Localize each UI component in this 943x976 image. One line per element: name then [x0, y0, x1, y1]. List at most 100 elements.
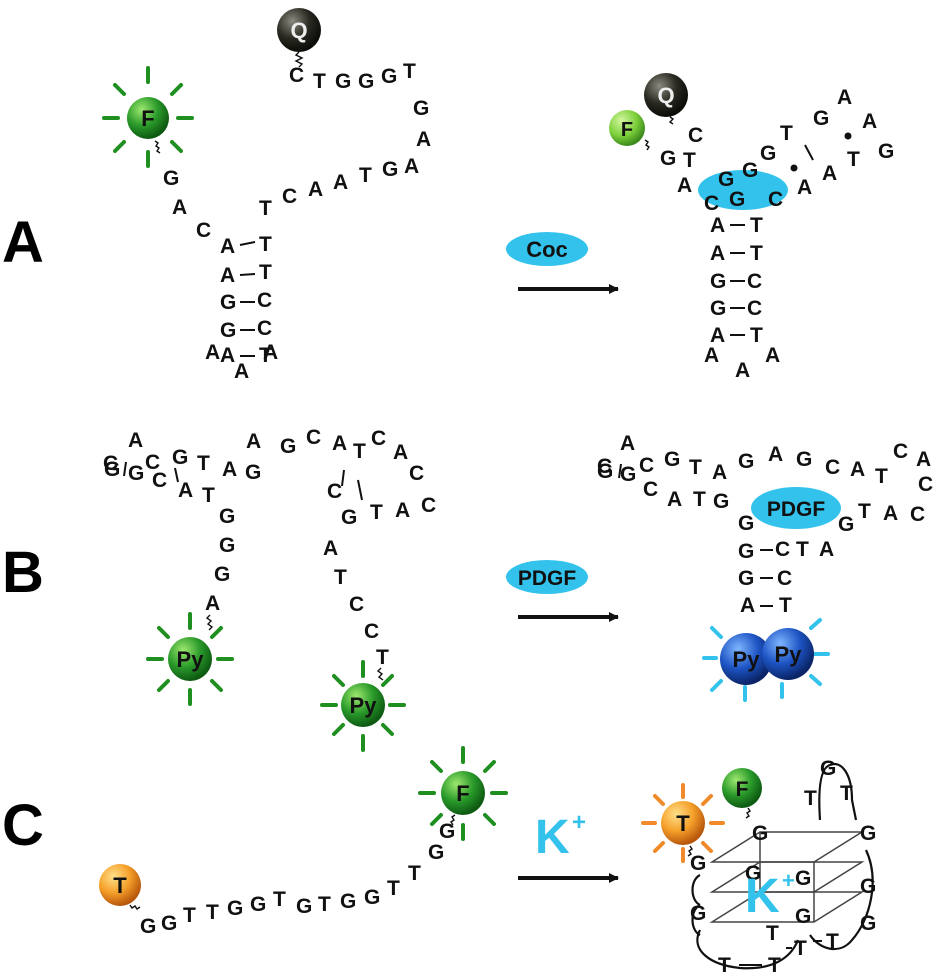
- svg-text:G: G: [690, 902, 706, 925]
- svg-text:T: T: [334, 566, 347, 589]
- svg-text:G: G: [838, 513, 854, 536]
- svg-text:C: C: [364, 620, 379, 643]
- cocaine-target: [506, 232, 588, 266]
- svg-text:G: G: [214, 563, 230, 586]
- svg-text:T: T: [403, 60, 416, 83]
- fluorophore-f-bead-bound: [609, 110, 645, 146]
- fluorophore-f-label: F: [141, 106, 154, 131]
- fluorophore-f-bead: [127, 97, 169, 139]
- pyrene-left-label: Py: [177, 647, 205, 672]
- svg-text:G: G: [220, 291, 236, 314]
- svg-text:T: T: [259, 233, 272, 256]
- pyrene-right-label: Py: [350, 693, 378, 718]
- potassium-charge: +: [572, 809, 586, 836]
- svg-text:G: G: [219, 534, 235, 557]
- svg-text:G: G: [439, 820, 455, 843]
- svg-text:T: T: [273, 888, 286, 911]
- panel-b: B C A C G T A G A G C A T C A C C A T G …: [2, 426, 933, 752]
- svg-text:G: G: [172, 446, 188, 469]
- svg-text:A: A: [333, 171, 348, 194]
- tamra-linker-bound: [687, 845, 693, 857]
- svg-text:G: G: [878, 140, 894, 163]
- svg-text:T: T: [693, 488, 706, 511]
- svg-text:G: G: [340, 890, 356, 913]
- svg-text:G: G: [738, 567, 754, 590]
- svg-text:A: A: [710, 242, 725, 265]
- svg-text:G: G: [710, 297, 726, 320]
- svg-text:T: T: [750, 324, 763, 347]
- svg-text:A: A: [819, 538, 834, 561]
- svg-text:G: G: [296, 895, 312, 918]
- c-left-sequence: G G T T G G T G T G G T T G G: [140, 820, 455, 938]
- fam-linker-bound: [745, 807, 751, 819]
- svg-text:C: C: [775, 538, 790, 561]
- svg-text:T: T: [840, 782, 853, 805]
- svg-text:G: G: [690, 852, 706, 875]
- svg-text:C: C: [777, 567, 792, 590]
- potassium-label: K: [535, 811, 570, 864]
- fluorophore-linker-bound: [644, 139, 650, 151]
- svg-text:T: T: [847, 148, 860, 171]
- svg-text:C: C: [306, 426, 321, 449]
- svg-text:T: T: [206, 901, 219, 924]
- svg-text:T: T: [780, 122, 793, 145]
- quencher-label-bound: Q: [657, 83, 674, 108]
- panel-b-label: B: [2, 540, 44, 605]
- pyrene-left-burst: [146, 612, 234, 706]
- svg-text:C: C: [421, 494, 436, 517]
- svg-text:C: C: [289, 64, 304, 87]
- svg-text:C: C: [152, 469, 167, 492]
- a-left-sequence: C T G G G T G A A G T A A C T C A G A A …: [163, 60, 431, 383]
- svg-text:A: A: [850, 458, 865, 481]
- svg-text:T: T: [826, 930, 839, 953]
- svg-text:A: A: [837, 86, 852, 109]
- svg-text:G: G: [597, 460, 613, 483]
- svg-text:G: G: [128, 462, 144, 485]
- svg-text:A: A: [710, 214, 725, 237]
- svg-text:A: A: [765, 344, 780, 367]
- pyrene-excimer-burst: [702, 618, 830, 702]
- svg-text:G: G: [860, 912, 876, 935]
- panel-a-label: A: [2, 210, 44, 275]
- svg-text:T: T: [718, 954, 731, 976]
- svg-text:A: A: [128, 429, 143, 452]
- svg-text:A: A: [712, 461, 727, 484]
- svg-text:A: A: [205, 592, 220, 615]
- svg-text:C: C: [747, 297, 762, 320]
- fam-linker: [450, 814, 456, 826]
- svg-text:G: G: [813, 107, 829, 130]
- svg-text:G: G: [219, 505, 235, 528]
- svg-text:G: G: [250, 893, 266, 916]
- svg-text:A: A: [822, 162, 837, 185]
- svg-text:A: A: [768, 443, 783, 466]
- svg-text:G: G: [795, 867, 811, 890]
- svg-text:C: C: [688, 124, 703, 147]
- svg-text:C: C: [196, 219, 211, 242]
- svg-text:C: C: [257, 289, 272, 312]
- svg-text:A: A: [393, 441, 408, 464]
- svg-text:T: T: [804, 787, 817, 810]
- svg-text:G: G: [760, 142, 776, 165]
- svg-text:C: C: [282, 185, 297, 208]
- a-right-sequence: C G T A C G G G C G T G A A G T A A A A …: [660, 86, 894, 382]
- svg-text:C: C: [918, 473, 933, 496]
- pyrene-right-burst: [320, 660, 406, 752]
- svg-text:A: A: [220, 344, 235, 367]
- svg-text:T: T: [202, 484, 215, 507]
- fam-bead-bound: [722, 768, 762, 808]
- svg-text:G: G: [140, 915, 156, 938]
- svg-text:G: G: [660, 147, 676, 170]
- svg-text:T: T: [313, 70, 326, 93]
- svg-text:G: G: [796, 448, 812, 471]
- pyrene-dimer-left-label: Py: [733, 647, 761, 672]
- svg-text:C: C: [597, 455, 612, 478]
- svg-text:T: T: [689, 456, 702, 479]
- svg-text:A: A: [883, 502, 898, 525]
- svg-text:A: A: [395, 499, 410, 522]
- svg-text:A: A: [220, 235, 235, 258]
- svg-text:A: A: [308, 178, 323, 201]
- svg-text:T: T: [796, 538, 809, 561]
- svg-text:T: T: [318, 893, 331, 916]
- fam-label-bound: F: [736, 778, 749, 801]
